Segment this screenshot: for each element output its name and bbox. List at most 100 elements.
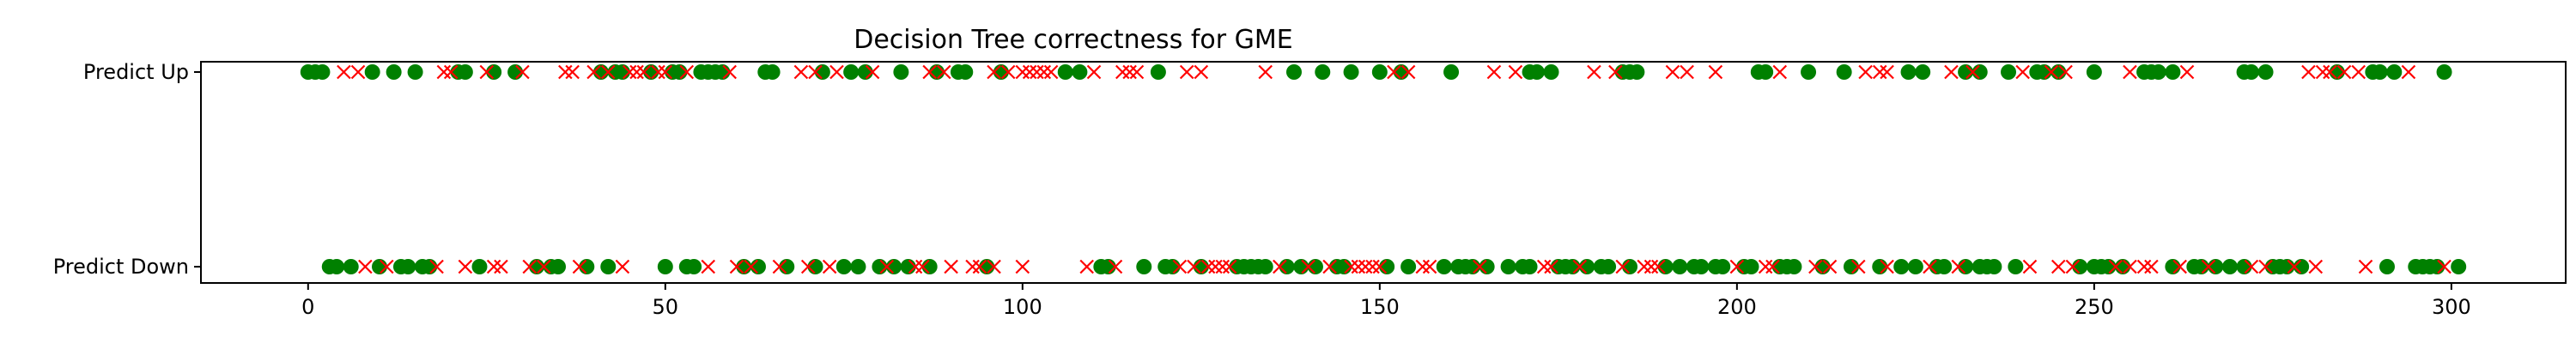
correct-point <box>579 259 595 274</box>
correct-point <box>600 259 617 274</box>
correct-point <box>1315 64 1331 80</box>
correct-point <box>1657 259 1674 274</box>
correct-point <box>1285 64 1302 80</box>
incorrect-point <box>1415 259 1431 274</box>
incorrect-point <box>2351 64 2366 80</box>
incorrect-point <box>1965 64 1980 80</box>
correct-point <box>550 259 567 274</box>
correct-point <box>1836 64 1852 80</box>
incorrect-point <box>1000 64 1016 80</box>
correct-point <box>2100 259 2117 274</box>
incorrect-point <box>1043 64 1059 80</box>
correct-point <box>2036 64 2052 80</box>
incorrect-point <box>1358 259 1373 274</box>
correct-point <box>2050 64 2067 80</box>
correct-point <box>343 259 359 274</box>
incorrect-point <box>1880 259 1894 274</box>
incorrect-point <box>2358 259 2373 274</box>
correct-point <box>1528 64 1545 80</box>
incorrect-point <box>1680 64 1694 80</box>
incorrect-point <box>722 64 737 80</box>
incorrect-point <box>572 259 587 274</box>
incorrect-point <box>915 259 930 274</box>
correct-point <box>1915 64 1931 80</box>
incorrect-point <box>1422 259 1437 274</box>
correct-point <box>507 64 524 80</box>
incorrect-point <box>350 64 366 80</box>
incorrect-point <box>522 259 538 274</box>
incorrect-point <box>600 64 616 80</box>
incorrect-point <box>2287 259 2302 274</box>
incorrect-point <box>865 64 880 80</box>
incorrect-point <box>1587 64 1601 80</box>
correct-point <box>1100 259 1116 274</box>
correct-point <box>857 64 873 80</box>
correct-point <box>1958 64 1974 80</box>
incorrect-point <box>679 64 695 80</box>
incorrect-point <box>808 64 823 80</box>
correct-point <box>1872 259 1888 274</box>
incorrect-point <box>1258 64 1273 80</box>
incorrect-point <box>565 64 580 80</box>
x-tick-label: 150 <box>1360 295 1400 319</box>
incorrect-point <box>2315 64 2330 80</box>
incorrect-point <box>1608 64 1623 80</box>
incorrect-point <box>1637 259 1651 274</box>
data-points <box>300 64 2467 274</box>
correct-point <box>2257 64 2274 80</box>
incorrect-point <box>908 259 923 274</box>
correct-point <box>1758 64 1774 80</box>
incorrect-point <box>1400 64 1416 80</box>
incorrect-point <box>1086 64 1102 80</box>
incorrect-point <box>1729 259 1745 274</box>
incorrect-point <box>1022 64 1037 80</box>
correct-point <box>1336 259 1352 274</box>
correct-point <box>872 259 888 274</box>
incorrect-point <box>1372 259 1388 274</box>
correct-point <box>2429 259 2445 274</box>
incorrect-point <box>436 64 452 80</box>
correct-point <box>2150 64 2166 80</box>
incorrect-point <box>1643 259 1659 274</box>
incorrect-point <box>558 64 573 80</box>
correct-point <box>886 259 902 274</box>
correct-point <box>2293 259 2310 274</box>
incorrect-point <box>486 259 501 274</box>
incorrect-point <box>1179 64 1194 80</box>
correct-point <box>2329 64 2345 80</box>
correct-point <box>779 259 795 274</box>
incorrect-point <box>1079 259 1094 274</box>
incorrect-point <box>443 64 459 80</box>
correct-point <box>1072 64 1088 80</box>
incorrect-point <box>1194 64 1209 80</box>
correct-point <box>1500 259 1516 274</box>
incorrect-point <box>479 64 495 80</box>
correct-point <box>657 259 673 274</box>
incorrect-point <box>2308 259 2324 274</box>
incorrect-point <box>1486 64 1502 80</box>
incorrect-point <box>1536 259 1552 274</box>
incorrect-point <box>380 259 394 274</box>
correct-point <box>1900 64 1917 80</box>
incorrect-point <box>1208 259 1223 274</box>
incorrect-point <box>1822 259 1838 274</box>
correct-point <box>1379 259 1395 274</box>
incorrect-point <box>1808 259 1823 274</box>
incorrect-point <box>2136 259 2152 274</box>
incorrect-point <box>2015 64 2030 80</box>
correct-point <box>2372 64 2388 80</box>
correct-point <box>1436 259 1452 274</box>
correct-point <box>900 259 916 274</box>
correct-point <box>2193 259 2209 274</box>
incorrect-point <box>1322 259 1337 274</box>
correct-point <box>1293 259 1309 274</box>
incorrect-point <box>744 259 758 274</box>
incorrect-point <box>1172 259 1188 274</box>
incorrect-point <box>1765 259 1780 274</box>
correct-point <box>1986 259 2002 274</box>
correct-point <box>2279 259 2295 274</box>
incorrect-point <box>987 259 1001 274</box>
correct-point <box>529 259 545 274</box>
incorrect-point <box>2258 259 2273 274</box>
incorrect-point <box>337 64 351 80</box>
